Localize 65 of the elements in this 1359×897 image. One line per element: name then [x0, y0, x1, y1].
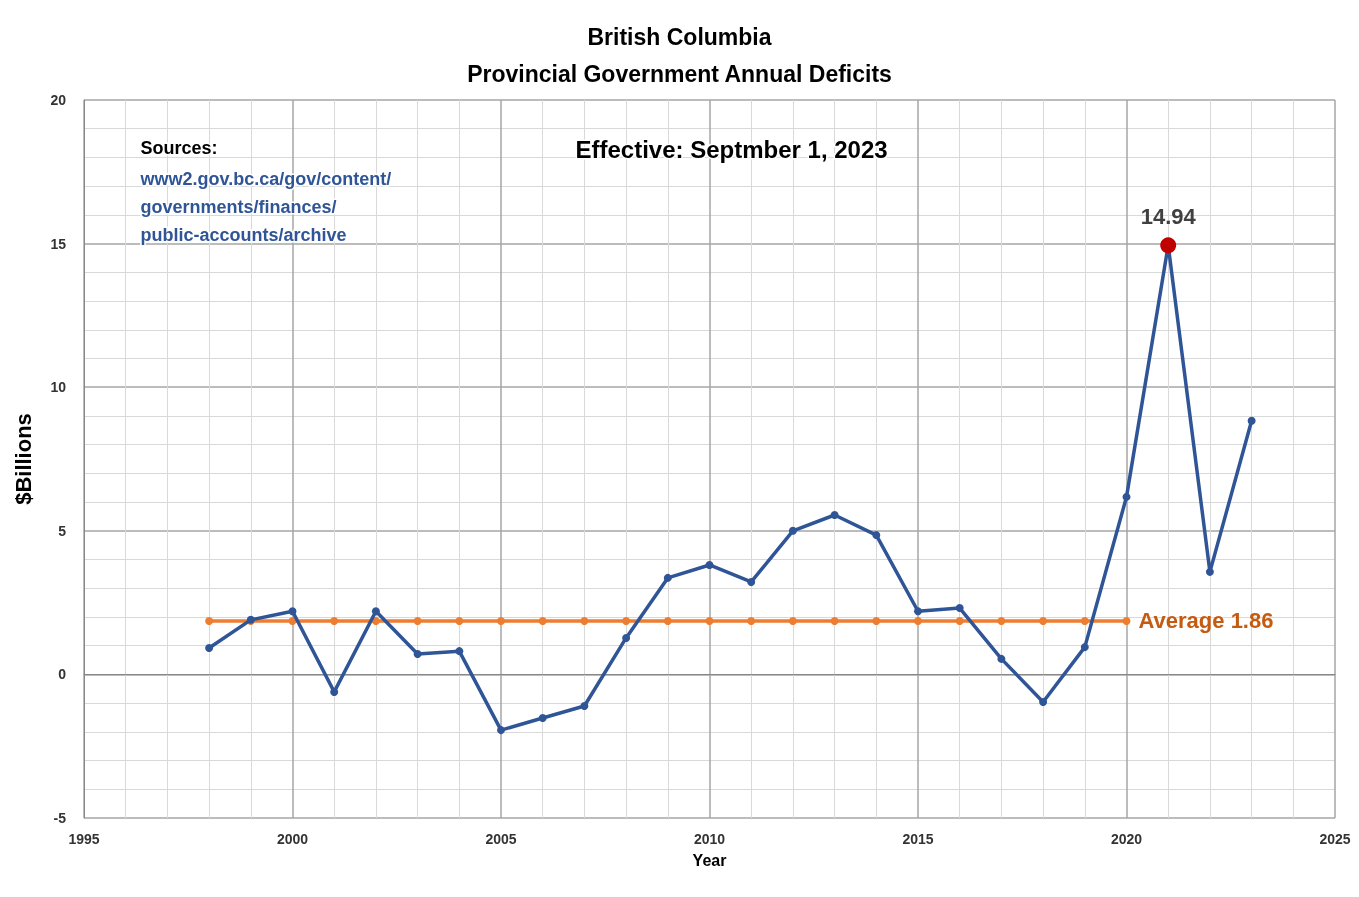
- annotation: Effective: Septmber 1, 2023: [575, 136, 888, 163]
- annotation: www2.gov.bc.ca/gov/content/governments/finances/public-accounts/archive: [139, 169, 392, 245]
- point: [747, 616, 756, 625]
- point: [872, 616, 881, 625]
- point: [1080, 616, 1089, 625]
- point: [455, 647, 464, 656]
- point: [288, 607, 297, 616]
- y-tick-label: 0: [58, 666, 67, 683]
- point: [538, 714, 547, 723]
- point: [497, 726, 505, 735]
- point: [205, 643, 214, 652]
- x-tick-label: 2015: [902, 831, 934, 847]
- annotation: Sources:: [140, 137, 218, 158]
- point: [205, 616, 214, 625]
- x-tick-label: 2000: [276, 831, 309, 847]
- y-axis-title: $Billions: [10, 413, 36, 505]
- point: [455, 616, 464, 625]
- chart-subtitle: Provincial Government Annual Deficits: [467, 60, 892, 87]
- x-tick-label: 2005: [485, 831, 517, 847]
- x-tick-label: 2020: [1110, 831, 1143, 847]
- point: [914, 607, 922, 616]
- point: [788, 616, 797, 625]
- point: [705, 616, 714, 625]
- point: [1122, 616, 1131, 625]
- point: [705, 560, 714, 569]
- y-tick-label: 10: [50, 379, 67, 396]
- point: [914, 616, 922, 625]
- point: [872, 531, 881, 540]
- point: [747, 577, 756, 586]
- point: [1122, 492, 1131, 501]
- point: [955, 616, 964, 625]
- point: [580, 701, 589, 710]
- point: [330, 616, 339, 625]
- point: [997, 616, 1006, 625]
- point: [830, 616, 839, 625]
- point: [1039, 616, 1048, 625]
- point: [955, 604, 964, 613]
- point: [580, 616, 589, 625]
- point: [538, 616, 547, 625]
- point: [788, 526, 797, 535]
- series-label: Average 1.86: [1138, 608, 1274, 634]
- point: [830, 511, 839, 519]
- y-tick-label: -5: [53, 810, 67, 826]
- x-tick-label: 2010: [693, 831, 726, 847]
- point: [1205, 567, 1214, 576]
- x-axis-title: Year: [692, 851, 727, 869]
- x-tick-label: 2025: [1319, 831, 1351, 847]
- data-label: 14.94: [1140, 203, 1197, 229]
- point: [1039, 697, 1048, 706]
- point: [371, 607, 380, 616]
- point: [622, 633, 631, 642]
- point: [497, 616, 505, 625]
- point: [1247, 416, 1256, 425]
- y-tick-label: 15: [50, 235, 67, 252]
- x-tick-label: 1995: [68, 831, 100, 847]
- point: [997, 654, 1006, 663]
- point: [663, 573, 672, 582]
- chart-title: British Columbia: [587, 23, 772, 50]
- point: [663, 616, 672, 625]
- point: [413, 650, 422, 659]
- y-tick-label: 5: [58, 522, 67, 539]
- point: [622, 616, 631, 625]
- y-tick-label: 20: [50, 92, 67, 108]
- point: [413, 616, 422, 625]
- point: [1080, 643, 1089, 652]
